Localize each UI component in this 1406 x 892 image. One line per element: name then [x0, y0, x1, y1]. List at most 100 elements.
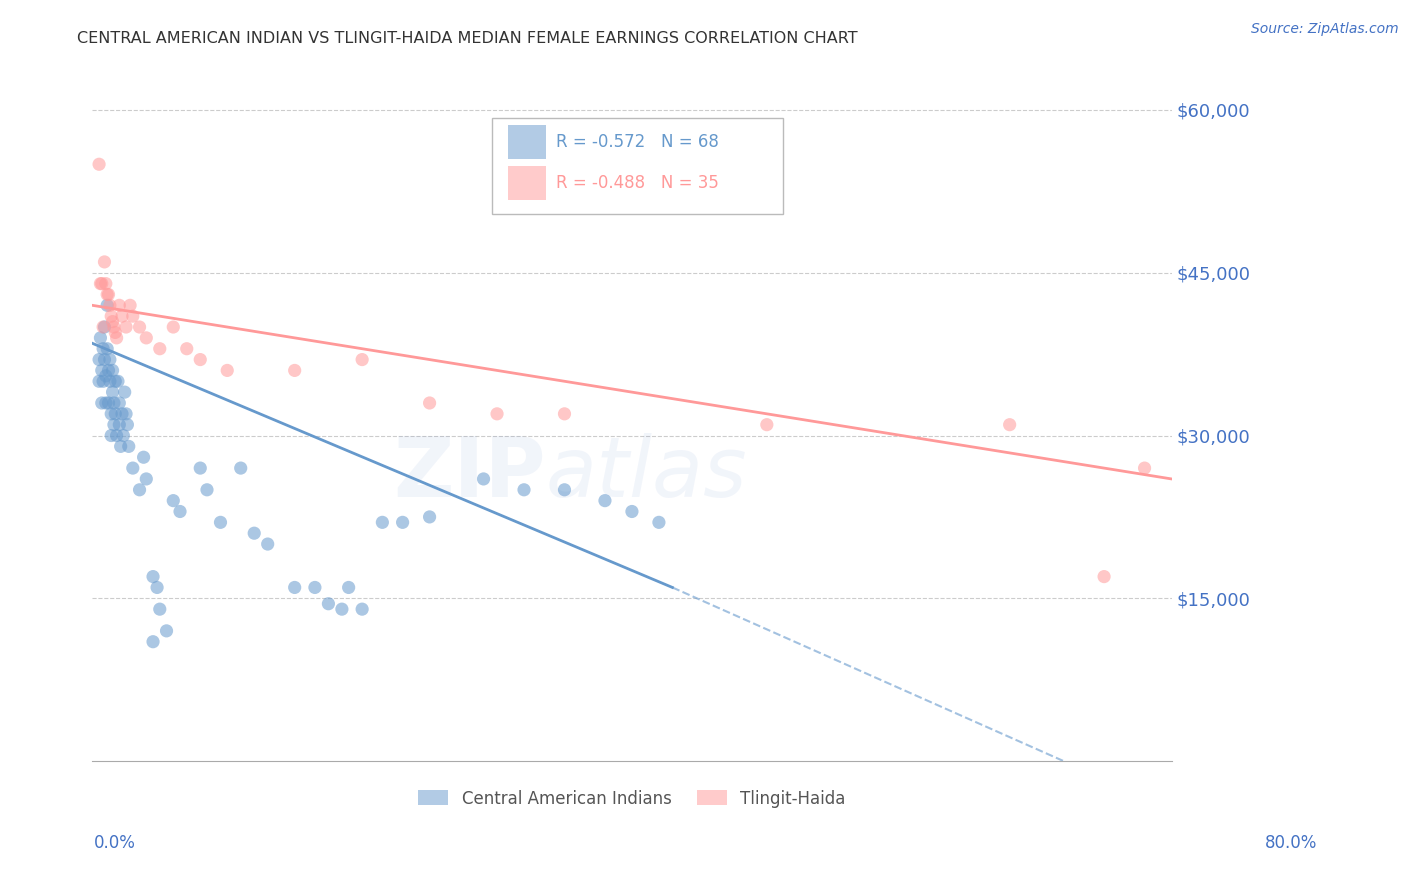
Point [352, 602, 374, 616]
Point [352, 352, 374, 367]
Point [87, 157, 110, 171]
Point [100, 407, 122, 421]
Point [89, 331, 111, 345]
Text: 80.0%: 80.0% [1264, 834, 1317, 852]
Point [118, 439, 141, 453]
Point [121, 461, 143, 475]
Point [162, 320, 184, 334]
Point [94, 368, 117, 383]
Point [256, 537, 278, 551]
Point [553, 483, 575, 497]
Point [93, 320, 115, 334]
Point [101, 315, 124, 329]
Point [103, 396, 125, 410]
Point [94, 396, 117, 410]
Point [169, 504, 191, 518]
Point [105, 331, 128, 345]
Text: R = -0.572   N = 68: R = -0.572 N = 68 [557, 133, 720, 151]
Point [149, 342, 172, 356]
Point [142, 634, 165, 648]
Point [391, 516, 413, 530]
Point [648, 516, 671, 530]
Point [188, 352, 211, 367]
Point [91, 342, 114, 356]
Point [93, 255, 115, 269]
Point [284, 581, 307, 595]
Point [87, 374, 110, 388]
Point [104, 407, 127, 421]
Point [105, 428, 128, 442]
Point [101, 385, 124, 400]
Text: ZIP: ZIP [394, 434, 546, 515]
Point [108, 298, 131, 312]
Point [513, 483, 536, 497]
Point [115, 407, 138, 421]
Point [553, 407, 575, 421]
Point [93, 352, 115, 367]
Point [486, 407, 509, 421]
Point [135, 331, 157, 345]
Point [371, 516, 394, 530]
Point [304, 581, 326, 595]
Point [176, 342, 198, 356]
Point [419, 396, 441, 410]
Point [98, 298, 121, 312]
Point [117, 417, 139, 432]
Point [97, 396, 120, 410]
Legend: Central American Indians, Tlingit-Haida: Central American Indians, Tlingit-Haida [412, 783, 852, 814]
Point [103, 320, 125, 334]
Point [98, 374, 121, 388]
Point [112, 428, 135, 442]
Point [128, 320, 150, 334]
Point [96, 298, 118, 312]
Point [96, 342, 118, 356]
Point [103, 417, 125, 432]
FancyBboxPatch shape [508, 166, 546, 200]
Point [121, 309, 143, 323]
Point [120, 298, 142, 312]
Point [419, 510, 441, 524]
Point [100, 309, 122, 323]
Point [104, 326, 127, 340]
Point [97, 287, 120, 301]
Point [217, 363, 239, 377]
Point [115, 320, 138, 334]
Point [94, 277, 117, 291]
Point [90, 277, 112, 291]
Point [111, 407, 134, 421]
Point [620, 504, 643, 518]
Point [89, 277, 111, 291]
Point [101, 363, 124, 377]
Point [108, 396, 131, 410]
Text: atlas: atlas [546, 434, 747, 515]
Point [229, 461, 252, 475]
Point [91, 320, 114, 334]
Point [209, 516, 232, 530]
Point [195, 483, 218, 497]
Point [104, 374, 127, 388]
Point [162, 493, 184, 508]
Point [91, 374, 114, 388]
Point [149, 602, 172, 616]
Point [243, 526, 266, 541]
Text: R = -0.488   N = 35: R = -0.488 N = 35 [557, 174, 720, 192]
Point [472, 472, 495, 486]
Point [97, 363, 120, 377]
Point [90, 363, 112, 377]
Point [330, 602, 353, 616]
Point [108, 417, 131, 432]
Point [128, 483, 150, 497]
Point [100, 428, 122, 442]
Point [998, 417, 1021, 432]
Point [107, 374, 129, 388]
Point [1133, 461, 1156, 475]
Point [1092, 569, 1115, 583]
Point [318, 597, 340, 611]
Text: Source: ZipAtlas.com: Source: ZipAtlas.com [1251, 22, 1399, 37]
Text: 0.0%: 0.0% [94, 834, 136, 852]
Point [337, 581, 360, 595]
Point [135, 472, 157, 486]
FancyBboxPatch shape [508, 125, 546, 159]
Point [755, 417, 778, 432]
Point [593, 493, 616, 508]
